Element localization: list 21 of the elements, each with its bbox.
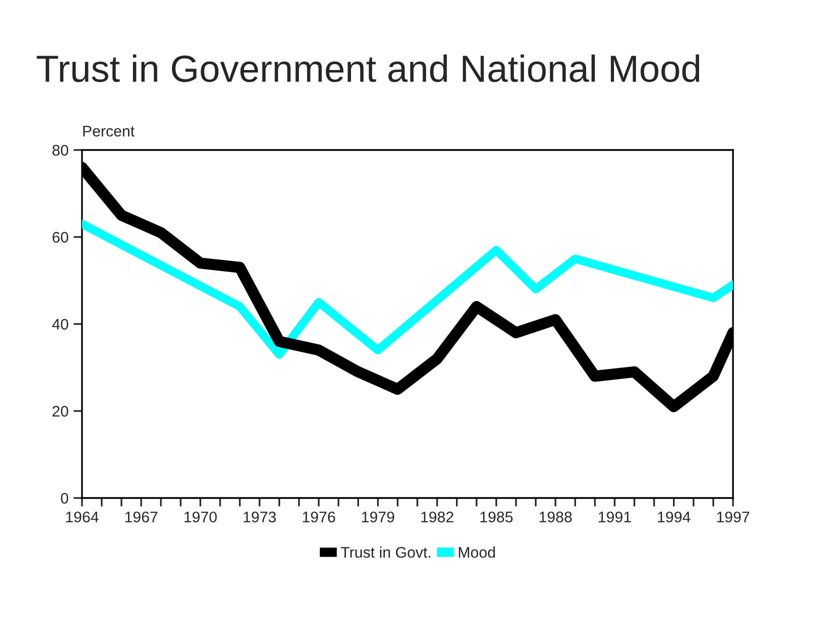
x-tick-label: 1997 [717,512,750,522]
x-tick-label: 1964 [66,512,99,522]
x-tick-label: 1967 [125,512,158,522]
x-tick-label: 1988 [540,512,572,522]
legend-label: Trust in Govt. [340,546,430,558]
x-tick-label: 1976 [302,512,336,522]
chart-title: Trust in Government and National Mood [36,54,700,82]
y-axis-title: Percent [83,126,135,137]
x-tick-label: 1985 [480,512,513,522]
y-tick-label: 0 [60,492,68,504]
x-tick-label: 1994 [658,512,690,522]
y-tick-label: 20 [52,406,68,417]
x-tick-label: 1982 [421,512,454,522]
y-tick-label: 40 [52,318,68,330]
x-tick-label: 1973 [244,512,276,522]
x-tick-label: 1970 [184,512,217,522]
x-tick-label: 1979 [362,512,394,522]
y-tick-label: 80 [52,144,68,156]
x-tick-label: 1991 [598,512,631,522]
legend-label: Mood [458,546,495,558]
y-tick-label: 60 [52,232,68,243]
